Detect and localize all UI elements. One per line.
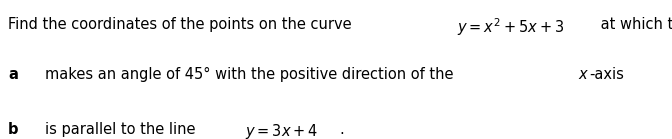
- Text: .: .: [340, 122, 345, 137]
- Text: at which the tangent:: at which the tangent:: [596, 17, 672, 32]
- Text: is parallel to the line: is parallel to the line: [45, 122, 200, 137]
- Text: a: a: [8, 67, 18, 82]
- Text: Find the coordinates of the points on the curve: Find the coordinates of the points on th…: [8, 17, 356, 32]
- Text: $y = x^2 + 5x + 3$: $y = x^2 + 5x + 3$: [458, 17, 564, 38]
- Text: makes an angle of 45° with the positive direction of the: makes an angle of 45° with the positive …: [45, 67, 458, 82]
- Text: $y = 3x + 4$: $y = 3x + 4$: [245, 122, 319, 139]
- Text: x: x: [578, 67, 587, 82]
- Text: b: b: [8, 122, 19, 137]
- Text: -axis: -axis: [589, 67, 624, 82]
